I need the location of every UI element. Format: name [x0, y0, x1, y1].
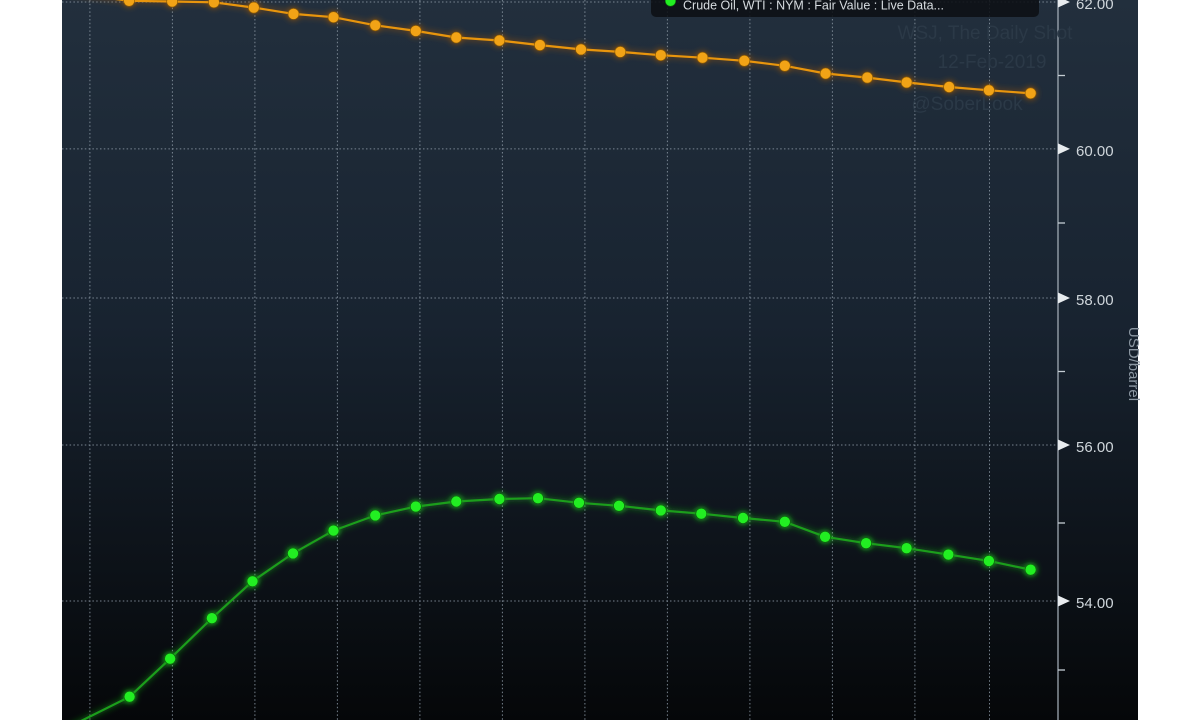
svg-text:USD/barrel: USD/barrel	[1125, 327, 1142, 401]
svg-text:@SoberLook: @SoberLook	[911, 94, 1023, 115]
svg-text:54.00: 54.00	[1076, 595, 1114, 612]
svg-text:Crude Oil, WTI : NYM : Fair Va: Crude Oil, WTI : NYM : Fair Value : Live…	[683, 0, 944, 13]
svg-text:60.00: 60.00	[1076, 143, 1114, 160]
svg-text:56.00: 56.00	[1076, 439, 1114, 456]
svg-text:62.00: 62.00	[1076, 0, 1114, 13]
svg-text:12-Feb-2019: 12-Feb-2019	[938, 52, 1047, 73]
svg-text:58.00: 58.00	[1076, 292, 1114, 309]
svg-text:WSJ, The Daily Shot: WSJ, The Daily Shot	[898, 23, 1074, 44]
